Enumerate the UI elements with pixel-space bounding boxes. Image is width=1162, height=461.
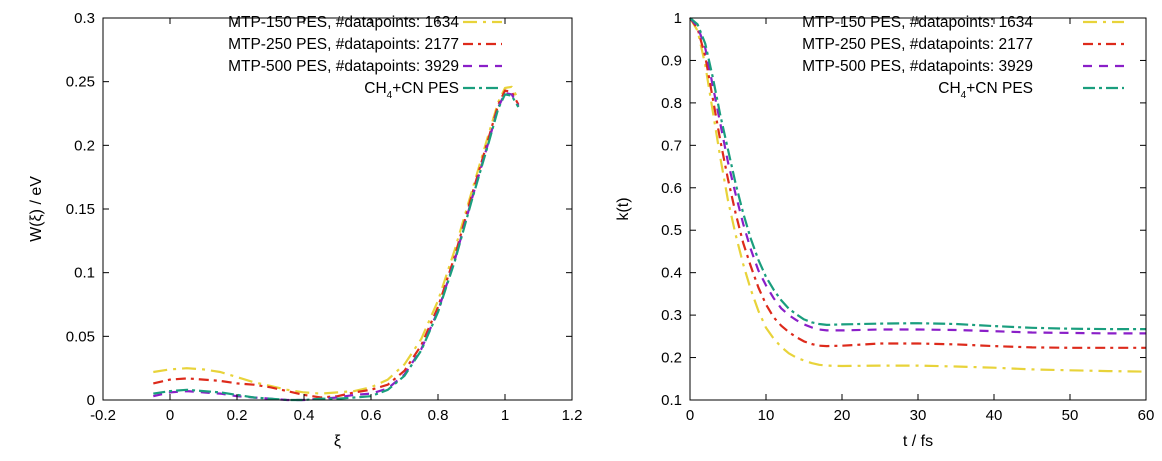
series-line-3 bbox=[689, 17, 1146, 335]
chart-left-frame bbox=[102, 17, 573, 401]
y-tick-label: 0.5 bbox=[661, 222, 682, 239]
y-tick-label: 0 bbox=[87, 392, 95, 409]
x-tick-label: 0.2 bbox=[227, 407, 248, 424]
y-tick-label: 0.3 bbox=[661, 307, 682, 324]
x-tick-label: 1.2 bbox=[562, 407, 583, 424]
y-tick-label: 0.2 bbox=[74, 137, 95, 154]
chart-left-legend: MTP-150 PES, #datapoints: 1634 MTP-250 PE… bbox=[228, 14, 502, 101]
legend-label: MTP-250 PES, #datapoints: 2177 bbox=[228, 36, 459, 53]
y-tick-label: 0.15 bbox=[66, 201, 95, 218]
x-tick-label: 30 bbox=[910, 407, 927, 424]
series-line-4 bbox=[153, 93, 520, 402]
legend-label: MTP-500 PES, #datapoints: 3929 bbox=[228, 58, 459, 75]
chart-right-legend: MTP-150 PES, #datapoints: 1634 MTP-250 PE… bbox=[802, 14, 1124, 101]
legend-label: CH4+CN PES bbox=[938, 80, 1033, 101]
series-line-3 bbox=[153, 92, 520, 402]
y-tick-label: 1 bbox=[674, 10, 682, 27]
y-tick-label: 0.05 bbox=[66, 328, 95, 345]
chart-right-ticks: 0 10 20 30 40 50 60 0.1 0.2 0.3 0.4 0.5 0.6 0.7 0.8 0.9… bbox=[661, 10, 1154, 424]
series-line-2 bbox=[153, 89, 520, 399]
x-tick-label: 40 bbox=[986, 407, 1003, 424]
y-tick-label: 0.2 bbox=[661, 350, 682, 367]
legend-label: MTP-150 PES, #datapoints: 1634 bbox=[228, 14, 459, 31]
chart-left-ticks: -0.2 0 0.2 0.4 0.6 0.8 1 1.200.050.10.150.20.25… bbox=[66, 10, 583, 424]
y-tick-label: 0.7 bbox=[661, 137, 682, 154]
y-tick-label: 0.1 bbox=[74, 265, 95, 282]
legend-label: MTP-500 PES, #datapoints: 3929 bbox=[802, 58, 1033, 75]
y-tick-label: 0.3 bbox=[74, 10, 95, 27]
x-tick-label: 50 bbox=[1062, 407, 1079, 424]
y-tick-label: 0.9 bbox=[661, 52, 682, 69]
y-tick-label: 0.8 bbox=[661, 95, 682, 112]
chart-right-y-axis-label: k(t) bbox=[615, 197, 632, 220]
chart-left-y-axis-label: W(ξ) / eV bbox=[28, 176, 45, 242]
x-tick-label: 0.6 bbox=[361, 407, 382, 424]
x-tick-label: 0 bbox=[166, 407, 174, 424]
x-tick-label: 0.8 bbox=[428, 407, 449, 424]
y-tick-label: 0.25 bbox=[66, 74, 95, 91]
series-line-2 bbox=[689, 17, 1146, 349]
legend-label: MTP-150 PES, #datapoints: 1634 bbox=[802, 14, 1033, 31]
chart-left-series-layer bbox=[153, 85, 520, 402]
legend-label: CH4+CN PES bbox=[364, 80, 459, 101]
series-line-4 bbox=[689, 17, 1146, 331]
y-tick-label: 0.4 bbox=[661, 265, 682, 282]
chart-left-x-axis-label: ξ bbox=[334, 433, 341, 450]
x-tick-label: 0 bbox=[686, 407, 694, 424]
x-tick-label: 0.4 bbox=[294, 407, 315, 424]
chart-right-rate-transmission: 0 10 20 30 40 50 60 0.1 0.2 0.3 0.4 0.5 0.6 0.7 0.8 0.9… bbox=[615, 10, 1154, 450]
y-tick-label: 0.1 bbox=[661, 392, 682, 409]
x-tick-label: -0.2 bbox=[90, 407, 116, 424]
chart-right-series-layer bbox=[689, 17, 1147, 373]
legend-label: MTP-250 PES, #datapoints: 2177 bbox=[802, 36, 1033, 53]
chart-left-potential-of-mean-force: -0.2 0 0.2 0.4 0.6 0.8 1 1.200.050.10.150.20.25… bbox=[28, 10, 582, 450]
x-tick-label: 20 bbox=[834, 407, 851, 424]
chart-right-x-axis-label: t / fs bbox=[903, 433, 933, 450]
series-line-1 bbox=[153, 85, 520, 395]
x-tick-label: 60 bbox=[1138, 407, 1155, 424]
x-tick-label: 1 bbox=[501, 407, 509, 424]
y-tick-label: 0.6 bbox=[661, 180, 682, 197]
series-line-1 bbox=[689, 17, 1147, 373]
x-tick-label: 10 bbox=[758, 407, 775, 424]
